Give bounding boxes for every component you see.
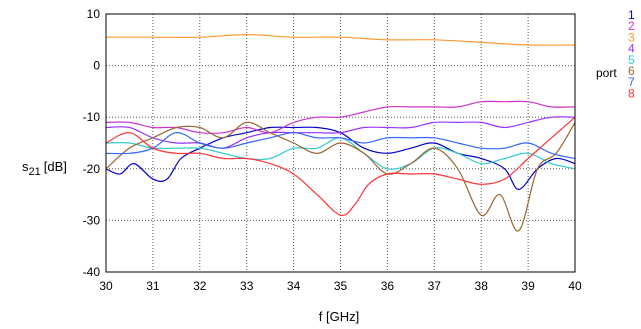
legend-entry-port-2: 2: [628, 19, 635, 33]
x-tick-label: 39: [521, 279, 535, 293]
x-tick-label: 34: [287, 279, 301, 293]
series-line-port-2: [105, 100, 576, 134]
series-layer: [105, 33, 576, 232]
x-tick-label: 30: [99, 279, 113, 293]
legend-entry-port-7: 7: [628, 75, 635, 89]
x-tick-labels: 30 31 32 33 34 35 36 37 38 39 40: [99, 279, 582, 293]
series-line-port-7: [105, 132, 576, 160]
y-tick-label: -40: [83, 265, 101, 279]
legend-entry-port-3: 3: [628, 30, 635, 44]
series-line-port-4: [105, 116, 576, 149]
legend-title: port: [596, 66, 617, 80]
x-tick-label: 37: [428, 279, 442, 293]
y-axis-label: s21 [dB]: [22, 159, 67, 178]
y-tick-labels: -40 -30 -20 -10 0 10: [83, 7, 101, 279]
series-line-port-1: [105, 126, 576, 191]
x-tick-label: 31: [146, 279, 160, 293]
y-axis-label-sub: 21: [29, 166, 41, 178]
x-tick-label: 38: [475, 279, 489, 293]
series-line-port-3: [106, 33, 576, 46]
legend-entry-port-6: 6: [628, 64, 635, 78]
x-tick-label: 33: [240, 279, 254, 293]
y-tick-label: 0: [93, 59, 100, 73]
legend-entry-port-8: 8: [628, 86, 635, 100]
x-tick-label: 32: [193, 279, 207, 293]
plot-frame: [105, 13, 576, 273]
y-axis-label-main: s: [22, 159, 29, 174]
legend-entry-port-4: 4: [628, 42, 635, 56]
y-tick-label: -30: [83, 213, 101, 227]
series-line-port-6: [105, 121, 576, 232]
x-axis-label: f [GHz]: [319, 309, 359, 324]
legend-entry-port-1: 1: [628, 8, 635, 22]
x-tick-label: 36: [381, 279, 395, 293]
x-tick-label: 35: [334, 279, 348, 293]
y-axis-label-unit: [dB]: [44, 159, 67, 174]
series-line-port-8: [105, 116, 576, 217]
x-tick-label: 40: [568, 279, 582, 293]
y-tick-label: -20: [83, 162, 101, 176]
y-tick-label: 10: [87, 7, 101, 21]
legend-entry-port-5: 5: [628, 53, 635, 67]
y-tick-label: -10: [83, 110, 101, 124]
